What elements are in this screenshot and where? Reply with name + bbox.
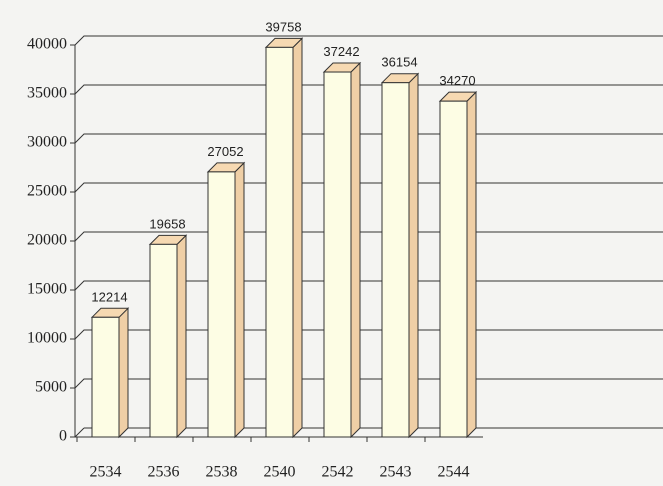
value-label: 12214 xyxy=(91,289,127,304)
bar xyxy=(207,171,236,438)
y-tick-label: 35000 xyxy=(27,85,67,102)
y-tick-label: 20000 xyxy=(27,232,67,249)
grid-line xyxy=(74,35,663,46)
bar-side xyxy=(350,61,361,439)
bar-side xyxy=(176,234,187,439)
bar xyxy=(439,100,468,438)
y-tick-label: 15000 xyxy=(27,281,67,298)
value-label: 19658 xyxy=(149,216,185,231)
y-tick-label: 30000 xyxy=(27,134,67,151)
bar xyxy=(149,243,178,438)
x-tick-label: 2540 xyxy=(264,464,296,481)
x-tick-label: 2536 xyxy=(148,464,180,481)
bar-side xyxy=(466,90,477,439)
x-tick-label: 2542 xyxy=(322,464,354,481)
bar-side xyxy=(408,72,419,439)
bar-side xyxy=(234,161,245,439)
y-tick-label: 0 xyxy=(59,428,67,445)
x-tick-label: 2543 xyxy=(380,464,412,481)
bar-side xyxy=(118,307,129,439)
x-tick-label: 2534 xyxy=(90,464,122,481)
y-tick-label: 5000 xyxy=(35,379,67,396)
bar xyxy=(265,46,294,438)
value-label: 34270 xyxy=(439,73,475,88)
y-tick-label: 25000 xyxy=(27,183,67,200)
value-label: 36154 xyxy=(381,55,417,70)
x-tick-label: 2544 xyxy=(438,464,470,481)
value-label: 27052 xyxy=(207,144,243,159)
bar-side xyxy=(292,37,303,439)
y-tick-label: 40000 xyxy=(27,36,67,53)
value-label: 39758 xyxy=(265,19,301,34)
value-label: 37242 xyxy=(323,44,359,59)
bar xyxy=(91,316,120,438)
x-tick-label: 2538 xyxy=(206,464,238,481)
grid-line xyxy=(74,84,663,95)
floor-edge xyxy=(74,427,85,438)
bar xyxy=(323,71,352,438)
y-tick-label: 10000 xyxy=(27,330,67,347)
bar xyxy=(381,82,410,438)
